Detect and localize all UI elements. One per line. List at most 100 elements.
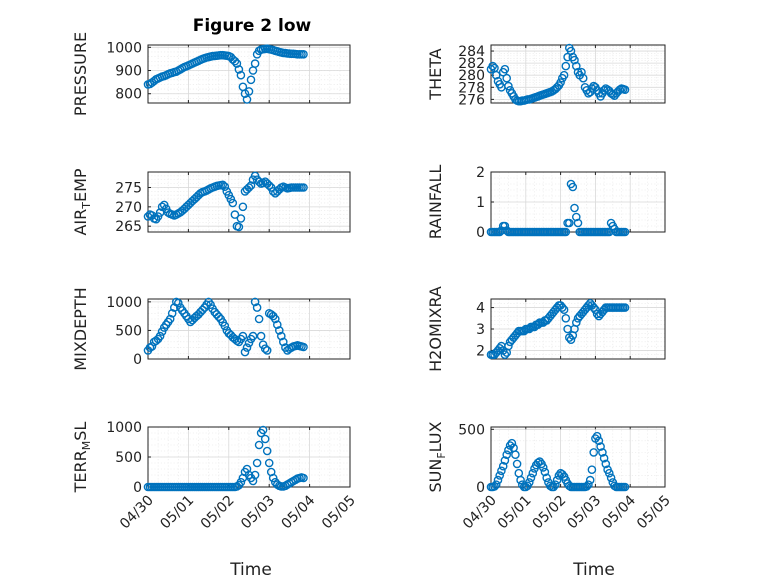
data-point: [165, 314, 175, 324]
y-tick-label: 0: [476, 225, 485, 241]
y-tick-label: 0: [476, 480, 485, 496]
axes-frame: [490, 171, 666, 233]
data-point: [498, 461, 508, 471]
x-tick-label: 04/30: [117, 493, 157, 533]
subplot-rainfall: 0 1 2 RAINFALL: [426, 165, 666, 241]
data-point: [570, 203, 579, 213]
data-point: [584, 301, 593, 310]
data-point: [585, 475, 595, 485]
data-point: [250, 470, 260, 480]
data-point: [262, 446, 272, 456]
data-point: [155, 331, 165, 341]
y-tick-label: 1: [476, 195, 485, 211]
y-tick-label: 1000: [106, 295, 142, 311]
data-point: [244, 183, 254, 192]
data-point: [220, 321, 230, 331]
y-axis-label: PRESSURE: [71, 32, 90, 116]
y-tick-label: 3: [476, 322, 485, 338]
subplot-air-temp: 265 270 275 AIRTEMP: [71, 168, 351, 236]
data-point: [570, 55, 579, 65]
y-tick-label: 275: [115, 180, 142, 196]
data-point: [167, 308, 177, 318]
x-tick-label: 04/30: [460, 493, 500, 533]
data-point: [228, 198, 238, 208]
x-axis-label-right: Time: [572, 560, 615, 580]
y-tick-label: 500: [458, 422, 485, 438]
data-point: [573, 218, 583, 228]
data-point: [551, 480, 560, 490]
data-point: [256, 331, 266, 341]
data-point: [565, 218, 574, 228]
data-point: [230, 210, 240, 219]
data-point: [299, 50, 308, 59]
data-point: [250, 59, 260, 68]
data-point: [504, 445, 513, 455]
subplot-pressure: 800 900 1000 PRESSURE: [71, 32, 351, 116]
data-point: [260, 434, 270, 444]
data-point: [244, 338, 254, 348]
subplot-sun-flux: 0 500 SUNFLUX 04/3005/0105/0205/0305/0405/0…: [426, 421, 674, 532]
data-point: [173, 298, 183, 308]
y-axis-label: AIRTEMP: [71, 168, 93, 235]
data-point: [596, 442, 605, 451]
data-point: [584, 480, 593, 490]
data-point: [258, 425, 268, 435]
x-tick-label: 05/01: [495, 493, 535, 533]
data-point: [254, 440, 264, 450]
data-point: [252, 303, 262, 312]
data-point: [238, 202, 248, 212]
data-point: [502, 450, 512, 460]
y-tick-label: 280: [458, 68, 485, 84]
y-tick-label: 2: [476, 343, 485, 359]
data-point: [242, 95, 252, 104]
data-point: [272, 320, 282, 330]
data-point: [511, 450, 520, 460]
data-point: [592, 431, 602, 441]
data-point: [214, 312, 223, 322]
data-point: [589, 303, 599, 312]
data-point: [252, 458, 262, 468]
y-tick-label: 500: [115, 450, 142, 466]
data-point: [488, 61, 498, 71]
data-point: [299, 183, 308, 192]
data-point: [242, 343, 252, 352]
y-tick-label: 284: [458, 44, 485, 60]
data-point: [246, 75, 256, 85]
y-tick-label: 4: [476, 301, 485, 317]
data-point: [264, 181, 274, 190]
data-point: [561, 313, 571, 323]
data-point: [254, 177, 264, 186]
data-point: [572, 61, 581, 71]
data-point: [218, 180, 227, 190]
subplot-mixdepth: 0 500 1000 MIXDEPTH: [71, 287, 351, 371]
data-point: [598, 448, 607, 457]
data-point: [558, 303, 567, 312]
x-tick-label: 05/04: [599, 492, 639, 532]
x-tick-label: 05/05: [634, 493, 674, 533]
data-point: [540, 467, 550, 477]
data-point: [516, 475, 525, 485]
data-point: [491, 70, 501, 80]
data-point: [578, 73, 588, 83]
data-point: [490, 482, 499, 491]
data-point: [155, 208, 165, 217]
axes-frame: [490, 298, 666, 360]
data-point: [542, 473, 552, 483]
y-axis-label: H2OMIXRA: [426, 286, 445, 372]
data-point: [556, 78, 565, 87]
data-point: [278, 337, 288, 347]
data-point: [620, 482, 630, 492]
data-point: [497, 466, 506, 476]
data-point: [262, 346, 272, 355]
data-point: [525, 478, 534, 487]
data-point: [601, 459, 611, 469]
data-point: [500, 456, 510, 465]
data-point: [507, 438, 517, 448]
subplot-h2omixra: 2 3 4 H2OMIXRA: [426, 286, 666, 372]
data-point: [504, 81, 513, 91]
x-axis-label-left: Time: [229, 560, 272, 580]
data-point: [232, 59, 242, 68]
data-point: [236, 70, 246, 80]
